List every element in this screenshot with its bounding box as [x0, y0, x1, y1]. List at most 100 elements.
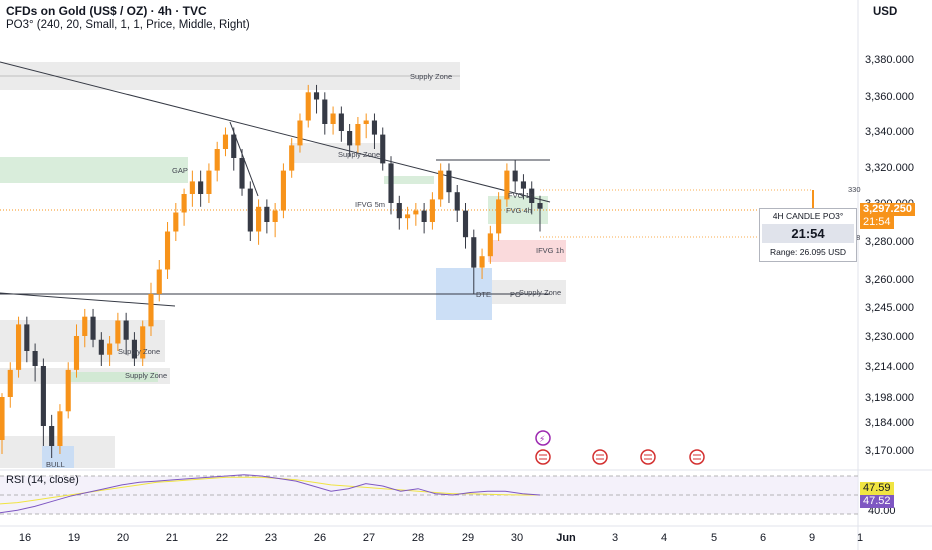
- us-flag-event-icon[interactable]: [593, 450, 607, 464]
- price-tick-label: 3,214.000: [865, 361, 914, 373]
- price-tick-label: 3,360.000: [865, 91, 914, 103]
- time-tick-label: 23: [265, 532, 277, 544]
- time-tick-label: 5: [711, 532, 717, 544]
- candle-body: [66, 370, 71, 411]
- label-edge-330: 330: [848, 185, 861, 194]
- po3-panel-countdown: 21:54: [762, 224, 854, 243]
- candle-body: [90, 317, 95, 340]
- candle-body: [471, 237, 476, 267]
- price-tick-label: 3,380.000: [865, 54, 914, 66]
- candle-body: [24, 324, 29, 351]
- candle-body: [314, 92, 319, 99]
- candle-body: [339, 114, 344, 132]
- candle-body: [173, 213, 178, 232]
- candle-body: [124, 321, 129, 340]
- price-tick-label: 3,198.000: [865, 392, 914, 404]
- time-tick-label: 27: [363, 532, 375, 544]
- lightning-glyph-icon: ⚡: [539, 435, 545, 445]
- time-tick-label: 3: [612, 532, 618, 544]
- candle-body: [206, 171, 211, 194]
- candle-body: [281, 171, 286, 211]
- label-supply-left-low: Supply Zone: [125, 371, 167, 380]
- price-axis[interactable]: 3,380.0003,360.0003,340.0003,320.0003,30…: [865, 54, 914, 457]
- price-tick-label: 3,230.000: [865, 331, 914, 343]
- candle-body: [33, 351, 38, 366]
- candle-body: [322, 100, 327, 125]
- candle-body: [297, 121, 302, 146]
- candle-body: [413, 211, 418, 215]
- candle-body: [438, 171, 443, 200]
- time-tick-label: 1: [857, 532, 863, 544]
- indicator-legend[interactable]: PO3° (240, 20, Small, 1, 1, Price, Middl…: [6, 19, 250, 31]
- candle-body: [256, 207, 261, 232]
- event-icons[interactable]: ⚡: [536, 431, 704, 464]
- time-tick-label: 28: [412, 532, 424, 544]
- po3-panel: 4H CANDLE PO3° 21:54 Range: 26.095 USD: [759, 208, 857, 262]
- chart-title[interactable]: CFDs on Gold (US$ / OZ) · 4h · TVC: [6, 4, 207, 18]
- candle-body: [107, 344, 112, 355]
- candle-body: [355, 124, 360, 145]
- candle-body: [99, 340, 104, 355]
- rsi-value-tag: 47.52: [860, 495, 894, 508]
- candle-body: [198, 181, 203, 194]
- gap-zone: [0, 157, 188, 183]
- time-tick-label: 19: [68, 532, 80, 544]
- price-tick-label: 3,340.000: [865, 126, 914, 138]
- price-tick-label: 3,245.000: [865, 302, 914, 314]
- candle-body: [215, 149, 220, 171]
- candle-body: [380, 135, 385, 164]
- price-tick-label: 3,170.000: [865, 445, 914, 457]
- candle-body: [57, 411, 62, 446]
- label-supply-left: Supply Zone: [118, 347, 160, 356]
- candle-body: [41, 366, 46, 426]
- candle-body: [364, 121, 369, 125]
- time-axis[interactable]: 16 19 20 21 22 23 26 27 28 29 30 Jun 3 4 5 6 9 1: [19, 532, 863, 544]
- time-tick-label: 4: [661, 532, 667, 544]
- label-fvg-4h: FVG 4h: [506, 206, 532, 215]
- candle-body: [331, 114, 336, 125]
- candle-body: [223, 135, 228, 149]
- countdown-tag: 21:54: [860, 216, 894, 229]
- price-tick-label: 3,320.000: [865, 162, 914, 174]
- candle-body: [231, 135, 236, 158]
- rsi-legend[interactable]: RSI (14, close): [6, 474, 79, 486]
- candle-body: [372, 121, 377, 135]
- candle-body: [405, 214, 410, 218]
- candle-body: [165, 232, 170, 270]
- candle-body: [182, 194, 187, 213]
- candle-body: [8, 370, 13, 397]
- current-price-tag: 3,297.250: [860, 203, 915, 216]
- label-supply-mid: Supply Zone: [338, 150, 380, 159]
- candle-body: [496, 199, 501, 233]
- candle-body: [148, 294, 153, 326]
- label-fvg-1h: FVG 1h: [508, 191, 534, 200]
- candle-body: [82, 317, 87, 336]
- label-gap: GAP: [172, 166, 188, 175]
- time-tick-label: 6: [760, 532, 766, 544]
- time-tick-label: 22: [216, 532, 228, 544]
- candle-body: [49, 426, 54, 446]
- candle-body: [347, 131, 352, 145]
- candle-body: [521, 181, 526, 188]
- label-bull: BULL: [46, 460, 65, 469]
- po3-panel-title: 4H CANDLE PO3°: [760, 211, 856, 221]
- candle-body: [264, 207, 269, 222]
- candle-body: [488, 233, 493, 256]
- currency-label[interactable]: USD: [873, 6, 897, 18]
- candle-body: [239, 158, 244, 189]
- po3-panel-range: Range: 26.095 USD: [760, 247, 856, 257]
- candle-body: [388, 163, 393, 203]
- candle-body: [157, 270, 162, 294]
- label-dte: DTE: [476, 290, 491, 299]
- time-tick-label: 20: [117, 532, 129, 544]
- candle-body: [16, 324, 21, 369]
- candle-body: [115, 321, 120, 344]
- us-flag-event-icon[interactable]: [536, 450, 550, 464]
- candle-body: [289, 145, 294, 170]
- us-flag-event-icon[interactable]: [690, 450, 704, 464]
- candle-body: [463, 211, 468, 238]
- time-tick-label: 30: [511, 532, 523, 544]
- candle-body: [273, 211, 278, 222]
- us-flag-event-icon[interactable]: [641, 450, 655, 464]
